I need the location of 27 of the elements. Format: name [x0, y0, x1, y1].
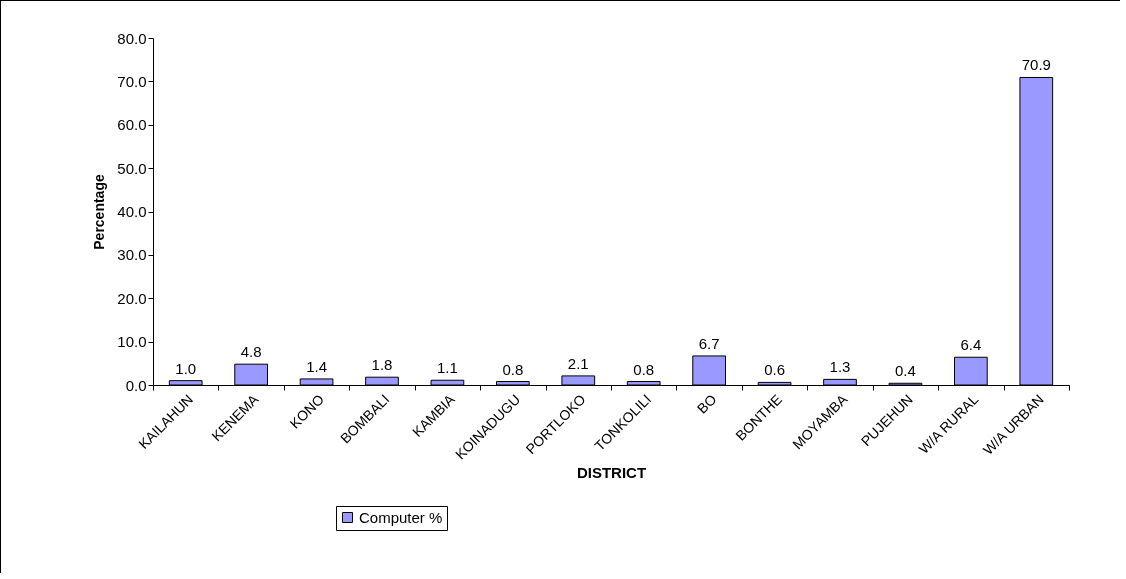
text: 1.4: [306, 357, 327, 375]
text: 6.7: [698, 334, 720, 352]
y-tick-label: 20.0: [117, 289, 147, 307]
y-tick-label: 70.0: [117, 72, 147, 90]
y-tick-label: 60.0: [117, 116, 147, 134]
legend-label: Computer %: [359, 508, 443, 526]
y-axis-title: Percentage: [91, 174, 108, 250]
y-tick-label: 40.0: [117, 203, 147, 220]
text: 6.4: [960, 336, 982, 354]
text: 0.6: [764, 361, 785, 379]
text: 1.3: [829, 358, 851, 376]
text: 0.4: [895, 362, 916, 380]
x-axis-title: DISTRICT: [576, 464, 647, 482]
y-tick-label: 0.0: [125, 376, 147, 394]
y-tick-label: 80.0: [117, 29, 147, 47]
text: 0.8: [502, 360, 524, 378]
y-tick-label: 10.0: [117, 333, 147, 351]
text: 1.1: [437, 359, 458, 377]
text: 2.1: [567, 354, 589, 372]
text: 1.8: [371, 356, 393, 374]
text: 4.8: [240, 343, 262, 361]
y-tick-label: 30.0: [117, 246, 147, 264]
text: 70.9: [1021, 56, 1051, 74]
x-tick-label: BO: [693, 391, 720, 417]
text: 0.8: [633, 360, 655, 378]
y-tick-label: 50.0: [117, 159, 147, 177]
text: 1.0: [175, 359, 197, 377]
